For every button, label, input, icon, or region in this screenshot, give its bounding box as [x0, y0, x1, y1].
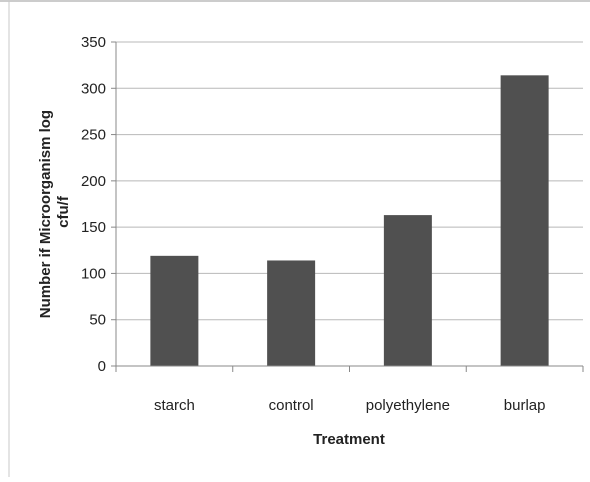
x-tick-label: starch — [154, 397, 195, 414]
x-tick-label: polyethylene — [366, 397, 450, 414]
y-axis-title-line-1: Number if Microorganism log — [37, 110, 54, 318]
y-tick-label: 250 — [81, 127, 106, 144]
y-tick-label: 100 — [81, 265, 106, 282]
bar-polyethylene — [383, 215, 432, 366]
y-tick-label: 150 — [81, 219, 106, 236]
bar-starch — [150, 255, 199, 366]
bars — [150, 75, 549, 366]
y-axis-title-line-2: cfu/f — [55, 195, 72, 228]
y-tick-label: 50 — [89, 312, 106, 329]
bar-control — [267, 260, 316, 366]
y-tick-labels: 0 50 100 150 200 250 300 350 — [81, 34, 106, 375]
x-axis-title: Treatment — [313, 431, 385, 448]
y-tick-label: 300 — [81, 80, 106, 97]
x-tick-labels: starch control polyethylene burlap — [154, 397, 546, 414]
axes — [111, 41, 584, 372]
y-tick-label: 200 — [81, 173, 106, 190]
y-tick-label: 0 — [98, 358, 106, 375]
y-axis-title: Number if Microorganism log cfu/f — [37, 106, 72, 319]
x-tick-label: burlap — [504, 397, 546, 414]
bar-burlap — [500, 75, 549, 366]
x-tick-label: control — [269, 397, 314, 414]
y-tick-label: 350 — [81, 34, 106, 51]
